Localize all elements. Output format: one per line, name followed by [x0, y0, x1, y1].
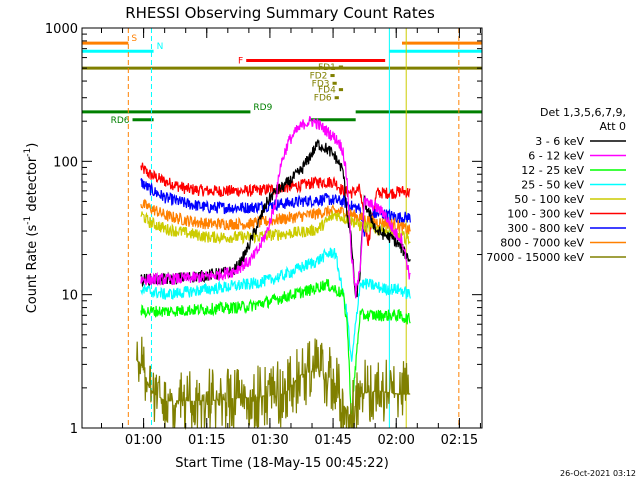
legend-entry-label-1: 6 - 12 keV [528, 150, 584, 163]
flags-layer: SNFFD1FD2FD3FD4FD6RD9RD6 [82, 34, 482, 126]
flag-label-fd6: FD6 [314, 94, 332, 104]
footer-timestamp: 26-Oct-2021 03:12 [560, 469, 636, 478]
y-axis-label-sup1: -1 [23, 216, 33, 225]
legend-entry-label-8: 7000 - 15000 keV [486, 251, 584, 264]
legend-entry-label-3: 25 - 50 keV [521, 179, 584, 192]
x-tick-label-4: 02:00 [377, 433, 414, 448]
legend-entry-label-5: 100 - 300 keV [507, 208, 584, 221]
y-axis-label-mid: detector [25, 156, 40, 216]
series-line-8 [136, 336, 411, 431]
y-tick-label-0: 1 [70, 422, 78, 437]
x-tick-label-0: 01:00 [125, 433, 162, 448]
flag-label-n: N [157, 42, 164, 52]
legend-entry-label-7: 800 - 7000 keV [500, 237, 584, 250]
series-line-6 [140, 247, 411, 362]
legend: Det 1,3,5,6,7,9, Att 0 3 - 6 keV 6 - 12 k… [486, 106, 626, 264]
legend-entry-label-6: 300 - 800 keV [507, 222, 584, 235]
legend-header-line2: Att 0 [600, 120, 626, 133]
y-tick-label-3: 1000 [45, 22, 78, 37]
x-tick-label-1: 01:15 [188, 433, 225, 448]
ticks-layer: 1 10 100 1000 01:00 01:15 01:30 01:45 02:00 02:15 [45, 22, 482, 448]
plot-area: SNFFD1FD2FD3FD4FD6RD9RD6 110100100001:00… [45, 22, 483, 448]
flag-label-fd2: FD2 [310, 72, 328, 82]
series-line-7 [140, 278, 411, 415]
y-axis-label: Count Rate (s-1 detector-1) [23, 143, 40, 314]
series-layer [136, 115, 411, 431]
x-tick-label-3: 01:45 [314, 433, 351, 448]
series-line-3 [140, 209, 411, 246]
y-tick-label-2: 100 [53, 155, 78, 170]
legend-entry-label-2: 12 - 25 keV [521, 164, 584, 177]
flag-label-rd6: RD6 [111, 116, 130, 126]
legend-header-line1: Det 1,3,5,6,7,9, [540, 106, 626, 119]
y-tick-label-1: 10 [61, 289, 78, 304]
flag-label-fd4: FD4 [318, 86, 336, 96]
x-tick-label-2: 01:30 [251, 433, 288, 448]
y-axis-label-end: ) [25, 143, 40, 148]
y-axis-label-sup2: -1 [23, 148, 33, 157]
flag-label-s: S [131, 34, 137, 44]
plot-frame [81, 27, 483, 429]
series-line-2 [140, 198, 411, 235]
x-axis-label: Start Time (18-May-15 00:45:22) [175, 456, 389, 471]
chart-title: RHESSI Observing Summary Count Rates [125, 4, 435, 22]
y-axis-label-main: Count Rate (s [25, 225, 40, 314]
x-tick-label-5: 02:15 [441, 433, 478, 448]
flag-label-fd3: FD3 [312, 79, 330, 89]
legend-entry-label-4: 50 - 100 keV [514, 193, 584, 206]
flag-label-rd9: RD9 [253, 103, 272, 113]
series-line-5 [140, 115, 411, 299]
flag-label-f: F [238, 57, 243, 67]
legend-entry-label-0: 3 - 6 keV [535, 135, 584, 148]
